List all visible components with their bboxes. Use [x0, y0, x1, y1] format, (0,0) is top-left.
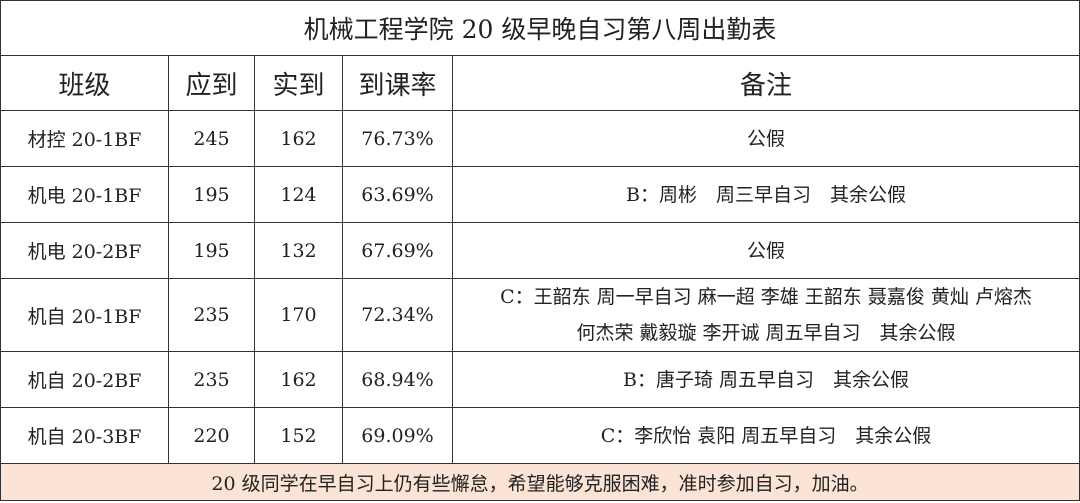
- class-cell: 机电 20-1BF: [0, 166, 169, 223]
- note-line: 公假: [746, 239, 785, 262]
- note-line: B：唐子琦 周五早自习 其余公假: [622, 368, 909, 391]
- expected-cell: 195: [168, 166, 255, 223]
- table-title: 机械工程学院 20 级早晚自习第八周出勤表: [0, 0, 1080, 56]
- rate-cell: 63.69%: [342, 166, 453, 223]
- note-cell: C：李欣怡 袁阳 周五早自习 其余公假: [452, 407, 1080, 464]
- expected-cell: 245: [168, 110, 255, 167]
- note-cell: B：周彬 周三早自习 其余公假: [452, 166, 1080, 223]
- rate-cell: 76.73%: [342, 110, 453, 167]
- header-expected: 应到: [168, 55, 255, 111]
- rate-cell: 67.69%: [342, 222, 453, 279]
- note-cell: C：王韶东 周一早自习 麻一超 李雄 王韶东 聂嘉俊 黄灿 卢熔杰 何杰荣 戴毅璇…: [452, 278, 1080, 352]
- table-row: 机自 20-1BF 235 170 72.34% C：王韶东 周一早自习 麻一超 李雄 …: [0, 278, 1080, 352]
- note-line: C：李欣怡 袁阳 周五早自习 其余公假: [600, 424, 932, 447]
- note-line: 公假: [746, 127, 785, 150]
- header-actual: 实到: [254, 55, 343, 111]
- expected-cell: 235: [168, 278, 255, 352]
- header-rate: 到课率: [342, 55, 453, 111]
- table-row: 机自 20-2BF 235 162 68.94% B：唐子琦 周五早自习 其余公假: [0, 351, 1080, 408]
- table-row: 机电 20-1BF 195 124 63.69% B：周彬 周三早自习 其余公假: [0, 166, 1080, 223]
- class-cell: 机自 20-2BF: [0, 351, 169, 408]
- actual-cell: 132: [254, 222, 343, 279]
- expected-cell: 235: [168, 351, 255, 408]
- note-line: 何杰荣 戴毅璇 李开诚 周五早自习 其余公假: [576, 322, 956, 344]
- class-cell: 机自 20-3BF: [0, 407, 169, 464]
- rate-cell: 72.34%: [342, 278, 453, 352]
- class-cell: 机电 20-2BF: [0, 222, 169, 279]
- expected-cell: 195: [168, 222, 255, 279]
- header-note: 备注: [452, 55, 1080, 111]
- table-row: 机自 20-3BF 220 152 69.09% C：李欣怡 袁阳 周五早自习 其余公假: [0, 407, 1080, 464]
- rate-cell: 68.94%: [342, 351, 453, 408]
- actual-cell: 162: [254, 351, 343, 408]
- rate-cell: 69.09%: [342, 407, 453, 464]
- actual-cell: 162: [254, 110, 343, 167]
- note-cell: B：唐子琦 周五早自习 其余公假: [452, 351, 1080, 408]
- note-cell: 公假: [452, 110, 1080, 167]
- actual-cell: 170: [254, 278, 343, 352]
- actual-cell: 124: [254, 166, 343, 223]
- actual-cell: 152: [254, 407, 343, 464]
- footer-note: 20 级同学在早自习上仍有些懈怠，希望能够克服困难，准时参加自习，加油。: [0, 463, 1080, 501]
- expected-cell: 220: [168, 407, 255, 464]
- note-line: B：周彬 周三早自习 其余公假: [626, 183, 906, 206]
- table-row: 机电 20-2BF 195 132 67.69% 公假: [0, 222, 1080, 279]
- note-line: C：王韶东 周一早自习 麻一超 李雄 王韶东 聂嘉俊 黄灿 卢熔杰: [500, 286, 1032, 308]
- class-cell: 机自 20-1BF: [0, 278, 169, 352]
- header-class: 班级: [0, 55, 169, 111]
- table-row: 材控 20-1BF 245 162 76.73% 公假: [0, 110, 1080, 167]
- note-cell: 公假: [452, 222, 1080, 279]
- header-row: 班级 应到 实到 到课率 备注: [0, 55, 1080, 111]
- class-cell: 材控 20-1BF: [0, 110, 169, 167]
